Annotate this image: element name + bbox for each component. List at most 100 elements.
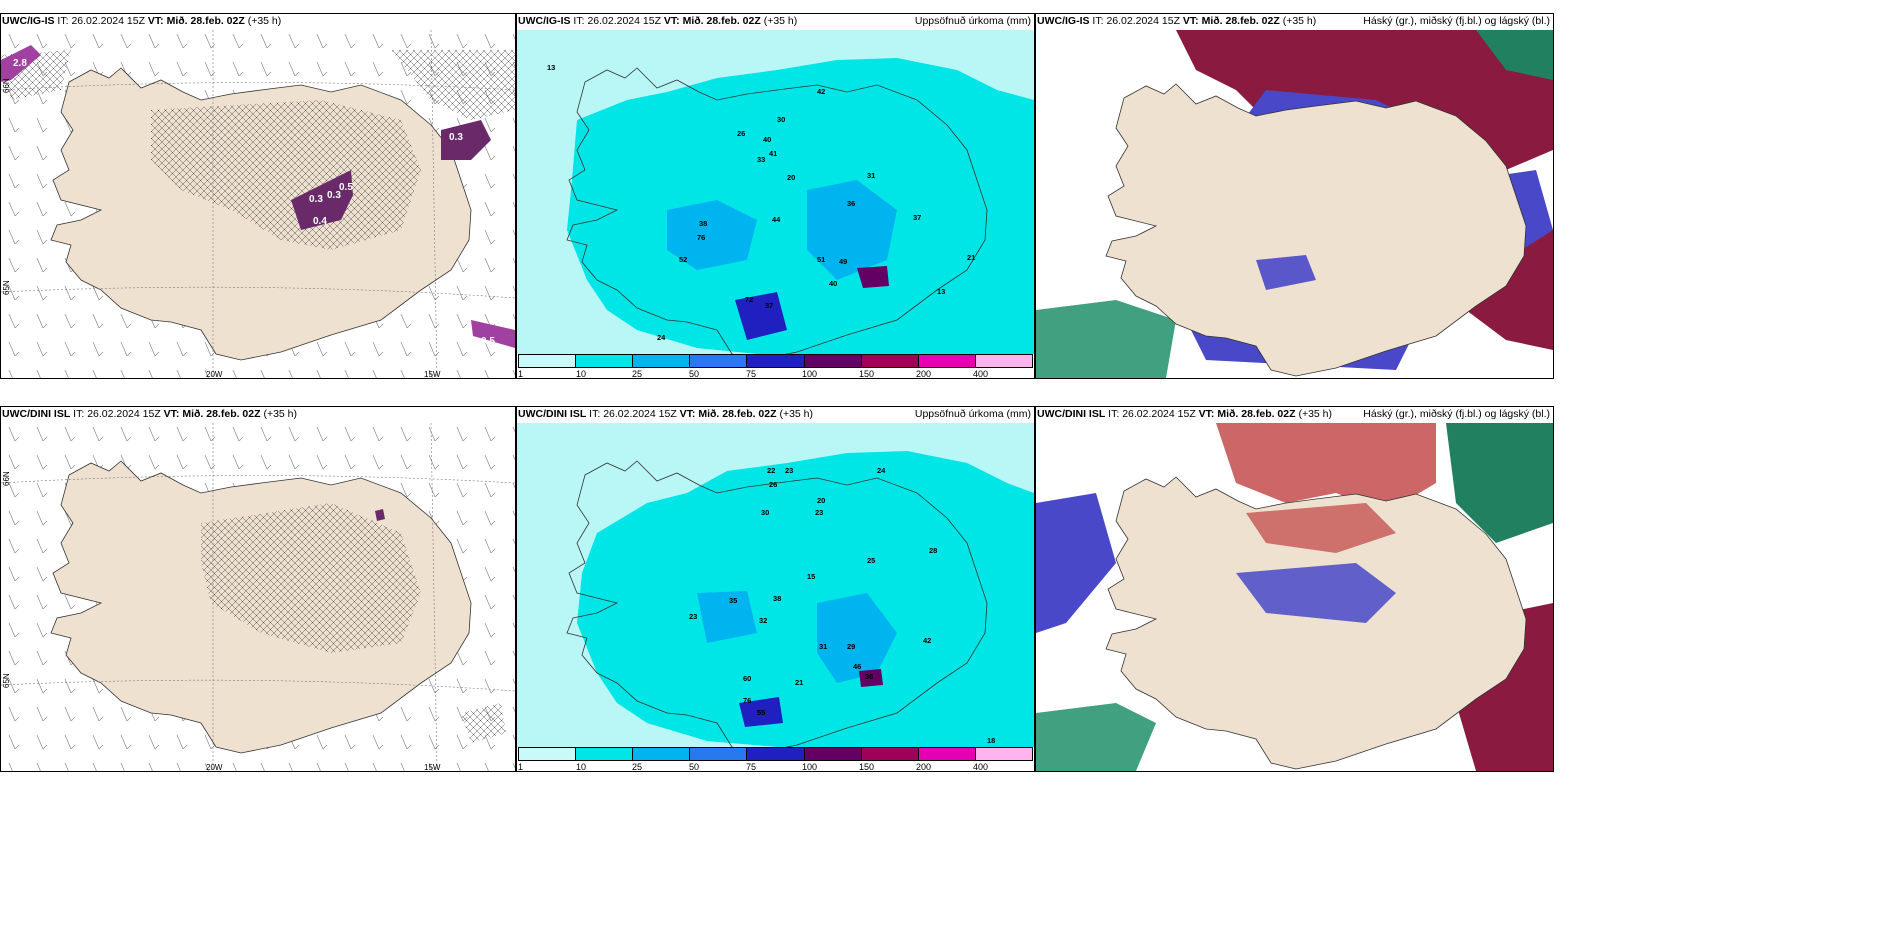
colorbar-labels: 1 10 25 50 75 100 150 200 400	[518, 762, 1033, 772]
precip-value: 40	[763, 135, 771, 144]
panel-title: UWC/DINI ISL IT: 26.02.2024 15Z VT: Mið.…	[518, 408, 813, 420]
lead-time: (+35 h)	[763, 15, 798, 27]
panel-cloud-top: UWC/IG-IS IT: 26.02.2024 15Z VT: Mið. 28…	[1035, 13, 1554, 379]
precip-value: 33	[757, 155, 765, 164]
it-label: IT:	[573, 15, 585, 27]
precip-value: 38	[773, 594, 781, 603]
lat-label-66n: 66N	[2, 78, 11, 93]
precip-value: 76	[697, 233, 705, 242]
precip-value: 37	[913, 213, 921, 222]
precip-value: 40	[829, 279, 837, 288]
vt-label: VT:	[1182, 15, 1199, 27]
vt-value: Mið. 28.feb. 02Z	[166, 15, 245, 27]
vt-value: Mið. 28.feb. 02Z	[1217, 408, 1296, 420]
panel-title: UWC/DINI ISL IT: 26.02.2024 15Z VT: Mið.…	[1037, 408, 1332, 420]
colorbar	[518, 354, 1033, 368]
map-area: 30 26 40 41 42 33 31 38 20 44 36 37 76 5…	[517, 30, 1034, 354]
precip-value: 18	[987, 736, 995, 745]
wind-value: 0.3	[449, 132, 463, 143]
model-name: UWC/IG-IS	[2, 15, 55, 27]
colorbar-swatch	[861, 748, 919, 760]
precip-value: 22	[767, 466, 775, 475]
model-name: UWC/DINI ISL	[518, 408, 587, 420]
cloud-low	[1256, 255, 1316, 290]
map-svg	[1036, 423, 1553, 771]
map-frame	[0, 406, 516, 772]
colorbar-label: 400	[973, 762, 989, 772]
precip-value: 55	[757, 708, 765, 717]
lead-time: (+35 h)	[1282, 15, 1317, 27]
cloud-high	[1476, 30, 1553, 80]
colorbar-swatch	[633, 355, 691, 367]
snow-area-se	[471, 320, 515, 348]
snow-area	[375, 509, 385, 521]
colorbar-label: 50	[689, 762, 700, 772]
wind-value: 0.5	[339, 182, 353, 193]
map-svg: 22 23 26 24 30 28 20 23 38 35 32 25 76 5…	[517, 423, 1034, 747]
colorbar-swatch	[690, 748, 748, 760]
precip-value: 31	[867, 171, 875, 180]
snow-area-ne	[441, 120, 491, 160]
precip-mid	[567, 58, 1034, 354]
colorbar-swatch	[975, 748, 1032, 760]
colorbar-label: 1	[518, 762, 524, 772]
iceland-outline	[566, 460, 988, 747]
it-label: IT:	[57, 15, 69, 27]
precip-value: 24	[657, 333, 666, 342]
map-svg	[1, 423, 515, 771]
iceland-land	[1105, 83, 1527, 377]
colorbar-label: 25	[632, 369, 643, 379]
it-value: 26.02.2024 15Z	[71, 15, 145, 27]
colorbar-label: 25	[632, 762, 643, 772]
lon-label-15w: 15W	[424, 370, 441, 379]
precip-value: 15	[807, 572, 815, 581]
lon-label-20w: 20W	[206, 370, 223, 379]
panel-precip-top: UWC/IG-IS IT: 26.02.2024 15Z VT: Mið. 28…	[516, 13, 1035, 379]
precip-value: 30	[761, 508, 769, 517]
colorbar-label: 10	[576, 369, 587, 379]
snow-hatching	[151, 100, 421, 250]
precip-value: 23	[689, 612, 697, 621]
panel-subtitle: Uppsöfnuð úrkoma (mm)	[914, 15, 1031, 27]
precip-value: 32	[759, 616, 767, 625]
precip-value: 23	[815, 508, 823, 517]
map-svg: 30 26 40 41 42 33 31 38 20 44 36 37 76 5…	[517, 30, 1034, 354]
cloud-high-sw	[1036, 703, 1156, 771]
lead-time: (+35 h)	[247, 15, 282, 27]
precip-value: 30	[777, 115, 785, 124]
colorbar-label: 150	[859, 762, 875, 772]
colorbar-swatch	[690, 355, 748, 367]
colorbar-label: 1	[518, 369, 524, 379]
precip-value: 52	[679, 255, 687, 264]
panel-title: UWC/IG-IS IT: 26.02.2024 15Z VT: Mið. 28…	[1037, 15, 1316, 27]
vt-value: Mið. 28.feb. 02Z	[182, 408, 261, 420]
graticule	[1, 475, 515, 484]
colorbar-label: 50	[689, 369, 700, 379]
vt-label: VT:	[679, 408, 696, 420]
precip-value: 72	[745, 295, 753, 304]
colorbar-swatch	[519, 355, 577, 367]
it-value: 26.02.2024 15Z	[1106, 15, 1180, 27]
colorbar-swatch	[576, 748, 634, 760]
colorbar-swatch	[975, 355, 1032, 367]
colorbar-label: 400	[973, 369, 989, 379]
it-label: IT:	[1108, 408, 1120, 420]
lead-time: (+35 h)	[263, 408, 298, 420]
lon-label-20w: 20W	[206, 763, 223, 772]
it-value: 26.02.2024 15Z	[1122, 408, 1196, 420]
colorbar-label: 75	[746, 369, 757, 379]
precip-heavy	[735, 292, 787, 340]
panel-subtitle: Uppsöfnuð úrkoma (mm)	[914, 408, 1031, 420]
precip-high	[807, 180, 897, 280]
model-name: UWC/DINI ISL	[2, 408, 71, 420]
panel-wind-bottom: UWC/DINI ISL IT: 26.02.2024 15Z VT: Mið.…	[0, 406, 516, 772]
it-value: 26.02.2024 15Z	[603, 408, 677, 420]
precip-value: 42	[923, 636, 931, 645]
precip-heavy	[739, 697, 783, 727]
precip-extreme	[859, 669, 883, 687]
it-label: IT:	[1092, 15, 1104, 27]
precip-value: 13	[937, 287, 945, 296]
precip-value: 36	[865, 672, 873, 681]
cloud-low	[1236, 563, 1396, 623]
panel-title: UWC/IG-IS IT: 26.02.2024 15Z VT: Mið. 28…	[518, 15, 797, 27]
